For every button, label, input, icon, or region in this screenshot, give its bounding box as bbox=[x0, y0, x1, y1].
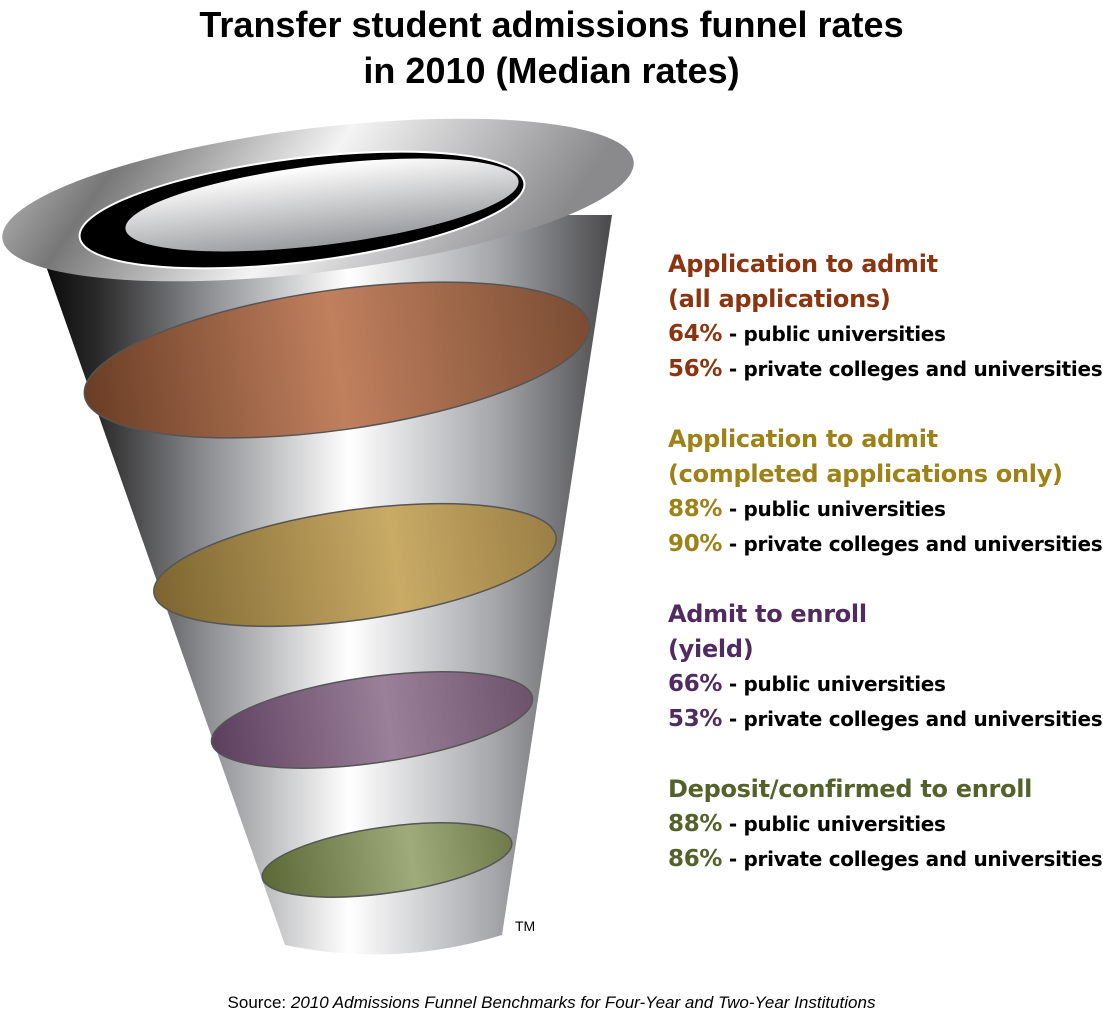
stat-label: - private colleges and universities bbox=[722, 357, 1103, 381]
section-heading: Application to admit bbox=[668, 425, 938, 453]
stat-value: 90% bbox=[668, 531, 723, 557]
stat-label: - public universities bbox=[722, 322, 946, 346]
funnel-band-application-all bbox=[83, 281, 591, 439]
stat-value: 56% bbox=[668, 356, 723, 382]
funnel-band-deposit bbox=[261, 822, 513, 898]
source-prefix: Source: bbox=[227, 993, 291, 1012]
stat-label: - private colleges and universities bbox=[722, 532, 1103, 556]
section-heading: Admit to enroll bbox=[668, 600, 867, 628]
section-application-completed: Application to admit (completed applicat… bbox=[668, 422, 1103, 562]
title-line-1: Transfer student admissions funnel rates bbox=[199, 4, 904, 45]
page-title: Transfer student admissions funnel rates… bbox=[0, 2, 1103, 94]
stat-value: 66% bbox=[668, 671, 723, 697]
stat-row: 90% - private colleges and universities bbox=[668, 527, 1103, 562]
stat-label: - public universities bbox=[722, 497, 946, 521]
stat-label: - public universities bbox=[722, 812, 946, 836]
section-subheading: (completed applications only) bbox=[668, 460, 1063, 488]
funnel-graphic bbox=[2, 118, 634, 955]
stat-row: 53% - private colleges and universities bbox=[668, 702, 1103, 737]
section-subheading: (yield) bbox=[668, 635, 754, 663]
stat-value: 53% bbox=[668, 706, 723, 732]
stat-value: 64% bbox=[668, 321, 723, 347]
stat-value: 86% bbox=[668, 846, 723, 872]
section-heading: Deposit/confirmed to enroll bbox=[668, 775, 1033, 803]
section-application-all: Application to admit (all applications) … bbox=[668, 247, 1103, 387]
stat-row: 88% - public universities bbox=[668, 492, 1102, 527]
funnel-band-application-completed bbox=[153, 502, 557, 628]
stat-row: 66% - public universities bbox=[668, 667, 1102, 702]
stat-row: 56% - private colleges and universities bbox=[668, 352, 1103, 387]
stat-row: 86% - private colleges and universities bbox=[668, 842, 1103, 877]
section-heading: Application to admit bbox=[668, 250, 938, 278]
funnel-rim bbox=[2, 118, 634, 282]
stat-value: 88% bbox=[668, 811, 723, 837]
section-yield: Admit to enroll (yield) 66% - public uni… bbox=[668, 597, 1103, 737]
source-note: Source: 2010 Admissions Funnel Benchmark… bbox=[0, 993, 1103, 1013]
stat-row: 64% - public universities bbox=[668, 317, 1102, 352]
title-line-2: in 2010 (Median rates) bbox=[363, 50, 740, 91]
stat-label: - private colleges and universities bbox=[722, 707, 1103, 731]
section-deposit: Deposit/confirmed to enroll 88% - public… bbox=[668, 772, 1103, 877]
trademark-mark: TM bbox=[515, 918, 536, 934]
stat-label: - public universities bbox=[722, 672, 946, 696]
stat-row: 88% - public universities bbox=[668, 807, 1102, 842]
stat-value: 88% bbox=[668, 496, 723, 522]
section-subheading: (all applications) bbox=[668, 285, 891, 313]
stat-label: - private colleges and universities bbox=[722, 847, 1103, 871]
funnel-band-yield bbox=[210, 671, 534, 769]
source-title: 2010 Admissions Funnel Benchmarks for Fo… bbox=[290, 993, 876, 1012]
